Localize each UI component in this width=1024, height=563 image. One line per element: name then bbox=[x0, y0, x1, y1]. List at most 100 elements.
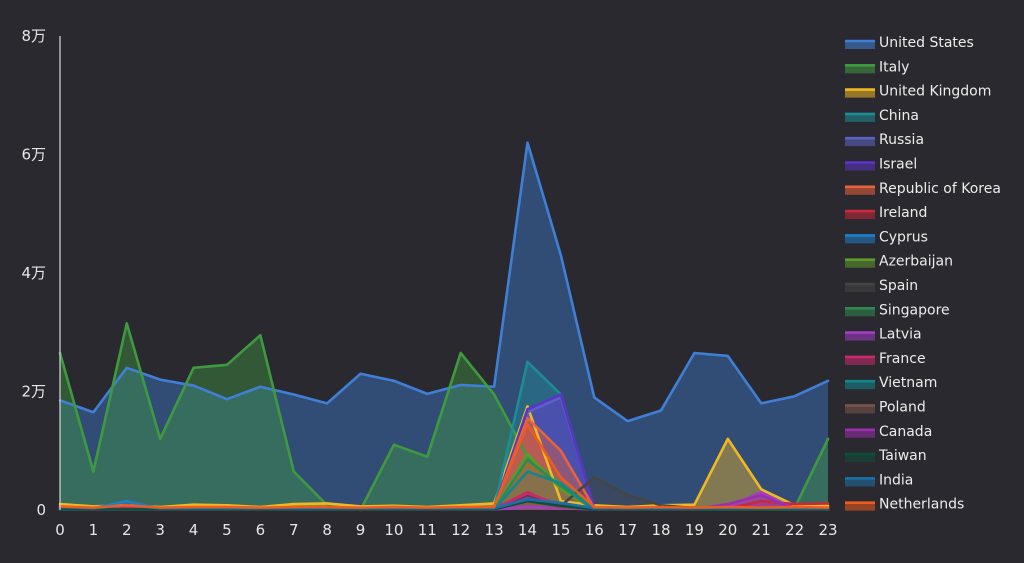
x-tick-label: 10 bbox=[384, 521, 403, 539]
legend-item-spain[interactable]: Spain bbox=[845, 278, 918, 294]
y-tick-label: 0 bbox=[36, 501, 46, 519]
x-tick-label: 13 bbox=[485, 521, 504, 539]
legend-label: India bbox=[879, 472, 913, 488]
legend-swatch bbox=[845, 89, 875, 98]
area-united-kingdom bbox=[60, 406, 828, 510]
x-tick-label: 18 bbox=[651, 521, 670, 539]
legend-item-azerbaijan[interactable]: Azerbaijan bbox=[845, 254, 953, 270]
legend-swatch bbox=[845, 332, 875, 341]
x-tick-label: 6 bbox=[256, 521, 266, 539]
x-tick-label: 11 bbox=[418, 521, 437, 539]
legend-item-china[interactable]: China bbox=[845, 108, 919, 124]
legend-item-cyprus[interactable]: Cyprus bbox=[845, 229, 928, 245]
y-tick-label: 8万 bbox=[21, 27, 46, 45]
y-tick-label: 4万 bbox=[21, 264, 46, 282]
legend-label: Republic of Korea bbox=[879, 181, 1001, 197]
legend-swatch bbox=[845, 502, 875, 511]
legend-label: Vietnam bbox=[879, 375, 937, 391]
legend-label: United States bbox=[879, 35, 974, 51]
legend-swatch bbox=[845, 381, 875, 390]
x-tick-label: 17 bbox=[618, 521, 637, 539]
x-tick-label: 3 bbox=[155, 521, 165, 539]
legend-label: Cyprus bbox=[879, 229, 928, 245]
x-tick-label: 22 bbox=[785, 521, 804, 539]
area-italy bbox=[60, 323, 828, 510]
legend-swatch bbox=[845, 211, 875, 220]
x-tick-label: 8 bbox=[322, 521, 332, 539]
legend-label: Russia bbox=[879, 132, 924, 148]
legend-swatch bbox=[845, 186, 875, 195]
legend-label: Italy bbox=[879, 59, 909, 75]
series-areas bbox=[60, 142, 828, 510]
legend-item-france[interactable]: France bbox=[845, 351, 926, 367]
legend-item-taiwan[interactable]: Taiwan bbox=[845, 448, 927, 464]
legend-item-ireland[interactable]: Ireland bbox=[845, 205, 927, 221]
legend-item-russia[interactable]: Russia bbox=[845, 132, 924, 148]
x-tick-label: 23 bbox=[818, 521, 837, 539]
y-tick-label: 6万 bbox=[21, 146, 46, 164]
legend-item-latvia[interactable]: Latvia bbox=[845, 327, 922, 343]
legend-item-canada[interactable]: Canada bbox=[845, 424, 932, 440]
x-tick-label: 4 bbox=[189, 521, 199, 539]
legend-item-united-kingdom[interactable]: United Kingdom bbox=[845, 84, 991, 100]
legend-swatch bbox=[845, 41, 875, 49]
legend-item-singapore[interactable]: Singapore bbox=[845, 302, 950, 318]
legend-item-republic-of-korea[interactable]: Republic of Korea bbox=[845, 181, 1001, 197]
legend-swatch bbox=[845, 308, 875, 317]
x-tick-label: 15 bbox=[551, 521, 570, 539]
x-tick-label: 20 bbox=[718, 521, 737, 539]
x-tick-label: 12 bbox=[451, 521, 470, 539]
x-tick-label: 2 bbox=[122, 521, 132, 539]
legend-swatch bbox=[845, 259, 875, 268]
legend-swatch bbox=[845, 162, 875, 171]
legend-item-vietnam[interactable]: Vietnam bbox=[845, 375, 937, 391]
legend-label: China bbox=[879, 108, 919, 124]
x-tick-label: 7 bbox=[289, 521, 299, 539]
legend-item-india[interactable]: India bbox=[845, 472, 913, 488]
area-united-states bbox=[60, 142, 828, 510]
legend-label: Ireland bbox=[879, 205, 927, 221]
legend-item-poland[interactable]: Poland bbox=[845, 400, 926, 416]
legend-swatch bbox=[845, 65, 875, 74]
legend-label: Latvia bbox=[879, 327, 922, 343]
legend-swatch bbox=[845, 454, 875, 463]
line-netherlands[interactable] bbox=[58, 422, 830, 509]
legend-swatch bbox=[845, 113, 875, 122]
legend-item-netherlands[interactable]: Netherlands bbox=[845, 497, 964, 513]
legend-label: Israel bbox=[879, 157, 917, 173]
legend-swatch bbox=[845, 284, 875, 292]
x-tick-label: 5 bbox=[222, 521, 232, 539]
x-tick-label: 9 bbox=[356, 521, 366, 539]
legend-label: United Kingdom bbox=[879, 84, 991, 100]
x-tick-label: 1 bbox=[89, 521, 99, 539]
legend-label: Singapore bbox=[879, 302, 950, 318]
legend-label: Taiwan bbox=[878, 448, 927, 464]
legend-label: France bbox=[879, 351, 926, 367]
x-tick-label: 21 bbox=[752, 521, 771, 539]
legend-swatch bbox=[845, 356, 875, 365]
legend-item-italy[interactable]: Italy bbox=[845, 59, 909, 75]
y-tick-label: 2万 bbox=[21, 383, 46, 401]
legend-label: Spain bbox=[879, 278, 918, 294]
x-tick-label: 0 bbox=[55, 521, 65, 539]
x-tick-label: 14 bbox=[518, 521, 537, 539]
line-united-states[interactable] bbox=[58, 141, 830, 423]
legend-label: Netherlands bbox=[879, 497, 964, 513]
legend-swatch bbox=[845, 235, 875, 244]
legend-label: Canada bbox=[879, 424, 932, 440]
legend-item-israel[interactable]: Israel bbox=[845, 157, 917, 173]
legend-swatch bbox=[845, 405, 875, 414]
legend-item-united-states[interactable]: United States bbox=[845, 35, 974, 51]
area-spain bbox=[60, 477, 828, 510]
legend-swatch bbox=[845, 429, 875, 438]
x-tick-label: 19 bbox=[685, 521, 704, 539]
legend-swatch bbox=[845, 138, 875, 147]
legend: United States Italy United Kingdom China Rus… bbox=[845, 35, 1001, 513]
series-lines bbox=[58, 141, 830, 512]
legend-swatch bbox=[845, 478, 875, 487]
x-tick-label: 16 bbox=[585, 521, 604, 539]
legend-label: Poland bbox=[879, 400, 926, 416]
